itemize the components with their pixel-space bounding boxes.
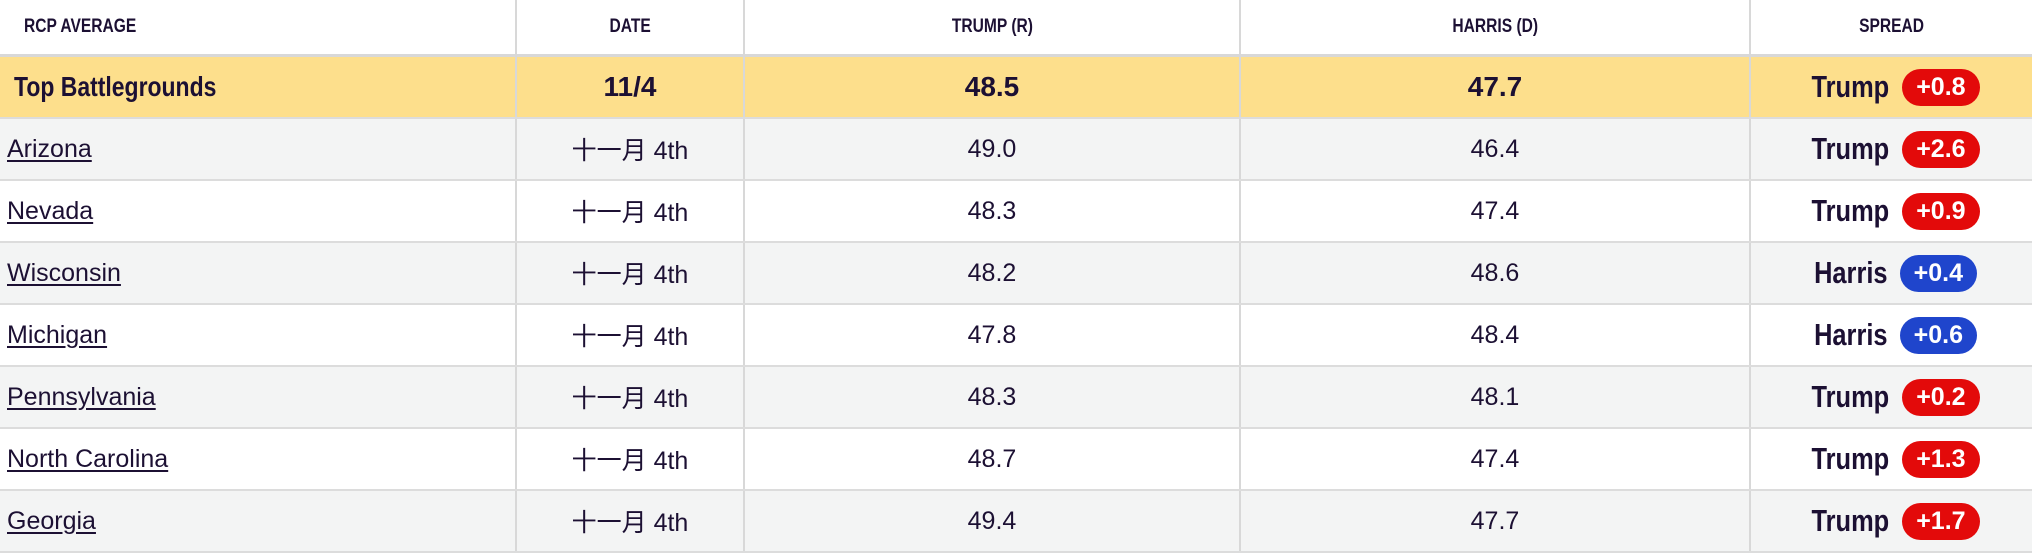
spread-badge: +1.7 [1902, 502, 1980, 540]
spread-leader: Trump [1811, 131, 1890, 166]
row-date: 11/4 [516, 55, 745, 119]
row-name: Arizona [0, 118, 517, 181]
spread-leader: Trump [1811, 441, 1890, 476]
row-name: North Carolina [0, 428, 517, 491]
spread-badge: +1.3 [1902, 440, 1980, 478]
spread-badge: +0.6 [1899, 316, 1977, 354]
row-harris: 48.6 [1240, 242, 1751, 305]
row-name: Top Battlegrounds [0, 55, 517, 119]
row-name-text: Top Battlegrounds [14, 71, 217, 102]
row-trump: 48.2 [744, 242, 1241, 305]
spread-badge: +0.4 [1899, 254, 1977, 292]
header-rcp-average[interactable]: RCP AVERAGE [0, 0, 517, 57]
row-harris: 47.4 [1240, 428, 1751, 491]
state-row: Georgia 十一月 4th 49.4 47.7 Trump +1.7 [0, 490, 2032, 553]
row-date: 十一月 4th [516, 180, 745, 243]
state-row: North Carolina 十一月 4th 48.7 47.4 Trump +1… [0, 428, 2032, 491]
spread-badge: +0.2 [1902, 378, 1980, 416]
row-trump: 48.3 [744, 180, 1241, 243]
header-row: RCP AVERAGE DATE TRUMP (R) HARRIS (D) SP… [0, 0, 2032, 57]
row-trump: 48.5 [744, 55, 1241, 119]
row-harris: 46.4 [1240, 118, 1751, 181]
spread-badge: +2.6 [1902, 130, 1980, 168]
header-trump[interactable]: TRUMP (R) [744, 0, 1241, 57]
spread-badge: +0.9 [1902, 192, 1980, 230]
row-spread: Trump +1.3 [1750, 428, 2032, 491]
header-date[interactable]: DATE [516, 0, 745, 57]
row-trump: 48.3 [744, 366, 1241, 429]
row-harris: 48.1 [1240, 366, 1751, 429]
row-trump: 47.8 [744, 304, 1241, 367]
state-link[interactable]: Nevada [7, 196, 94, 225]
spread-leader: Trump [1811, 193, 1890, 228]
state-link[interactable]: Michigan [7, 320, 108, 349]
row-trump: 49.4 [744, 490, 1241, 553]
row-harris: 48.4 [1240, 304, 1751, 367]
row-date: 十一月 4th [516, 490, 745, 553]
row-name: Georgia [0, 490, 517, 553]
row-date: 十一月 4th [516, 118, 745, 181]
header-label: DATE [609, 16, 651, 37]
spread-leader: Trump [1811, 503, 1890, 538]
state-row: Wisconsin 十一月 4th 48.2 48.6 Harris +0.4 [0, 242, 2032, 305]
row-harris: 47.7 [1240, 55, 1751, 119]
spread-badge: +0.8 [1902, 68, 1980, 106]
row-date: 十一月 4th [516, 428, 745, 491]
state-row: Nevada 十一月 4th 48.3 47.4 Trump +0.9 [0, 180, 2032, 243]
row-trump: 49.0 [744, 118, 1241, 181]
spread-leader: Trump [1811, 379, 1890, 414]
header-label: SPREAD [1859, 16, 1924, 37]
header-spread[interactable]: SPREAD [1750, 0, 2032, 57]
row-harris: 47.4 [1240, 180, 1751, 243]
row-spread: Trump +2.6 [1750, 118, 2032, 181]
state-link[interactable]: Arizona [7, 134, 92, 163]
row-spread: Trump +0.9 [1750, 180, 2032, 243]
row-trump: 48.7 [744, 428, 1241, 491]
header-label: TRUMP (R) [951, 16, 1033, 37]
state-link[interactable]: Wisconsin [7, 258, 121, 287]
row-spread: Harris +0.4 [1750, 242, 2032, 305]
row-spread: Harris +0.6 [1750, 304, 2032, 367]
row-date: 十一月 4th [516, 242, 745, 305]
header-label: HARRIS (D) [1452, 16, 1538, 37]
header-label: RCP AVERAGE [24, 16, 137, 37]
row-spread: Trump +1.7 [1750, 490, 2032, 553]
spread-leader: Harris [1814, 255, 1888, 290]
state-link[interactable]: Georgia [7, 506, 96, 535]
state-link[interactable]: Pennsylvania [7, 382, 156, 411]
header-harris[interactable]: HARRIS (D) [1240, 0, 1751, 57]
state-row: Michigan 十一月 4th 47.8 48.4 Harris +0.6 [0, 304, 2032, 367]
row-spread: Trump +0.2 [1750, 366, 2032, 429]
row-name: Nevada [0, 180, 517, 243]
state-row: Pennsylvania 十一月 4th 48.3 48.1 Trump +0.2 [0, 366, 2032, 429]
row-date: 十一月 4th [516, 366, 745, 429]
top-battlegrounds-row: Top Battlegrounds 11/4 48.5 47.7 Trump +0… [0, 55, 2032, 119]
spread-leader: Trump [1811, 69, 1890, 104]
state-link[interactable]: North Carolina [7, 444, 169, 473]
spread-leader: Harris [1814, 317, 1888, 352]
row-harris: 47.7 [1240, 490, 1751, 553]
state-row: Arizona 十一月 4th 49.0 46.4 Trump +2.6 [0, 118, 2032, 181]
row-name: Wisconsin [0, 242, 517, 305]
row-name: Pennsylvania [0, 366, 517, 429]
row-name: Michigan [0, 304, 517, 367]
row-date: 十一月 4th [516, 304, 745, 367]
row-spread: Trump +0.8 [1750, 55, 2032, 119]
